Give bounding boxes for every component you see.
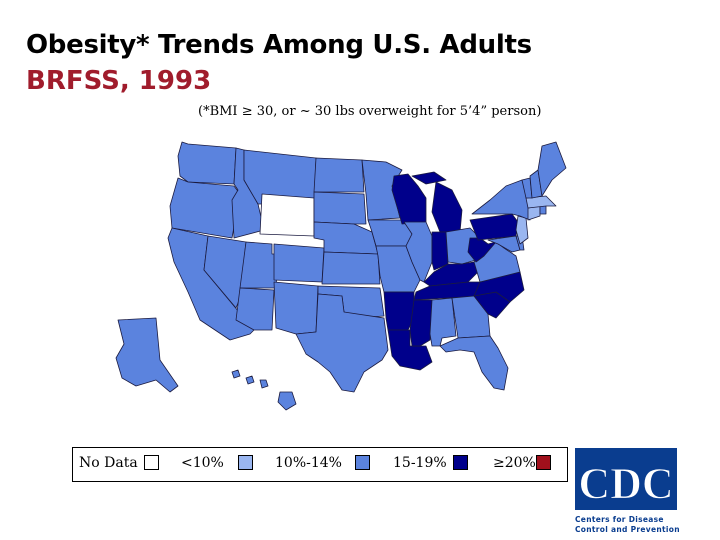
state-utah: [239, 241, 279, 289]
cdc-logo-tagline-1: Centers for Disease: [575, 515, 664, 524]
legend-swatch-20-plus: [536, 455, 551, 470]
cdc-logo: CDC Centers for Disease Control and Prev…: [575, 448, 705, 536]
bmi-footnote: (*BMI ≥ 30, or ~ 30 lbs overweight for 5…: [198, 104, 542, 119]
state-alabama: [429, 297, 457, 347]
state-new-york: [471, 179, 531, 221]
cdc-logo-graphic: CDC Centers for Disease Control and Prev…: [575, 448, 680, 534]
state-oregon: [169, 177, 241, 239]
legend-swatch-under-10: [238, 455, 253, 470]
legend-swatch-10-14: [355, 455, 370, 470]
state-north-dakota: [313, 157, 365, 193]
state-hawaii: [231, 369, 297, 411]
map-legend: No Data <10% 10%-14% 15-19% ≥20%: [72, 447, 568, 482]
state-washington: [177, 141, 237, 185]
state-colorado: [273, 243, 325, 283]
state-texas: [295, 293, 389, 393]
cdc-logo-text: CDC: [578, 459, 673, 508]
legend-label-15-19: 15-19%: [393, 455, 447, 471]
state-alaska: [115, 317, 179, 393]
legend-swatch-15-19: [453, 455, 468, 470]
cdc-logo-box: [575, 448, 677, 510]
state-georgia: [451, 295, 491, 339]
state-maryland: [487, 235, 521, 253]
legend-label-no-data: No Data: [79, 455, 138, 471]
state-maine: [537, 141, 567, 197]
legend-label-20-plus: ≥20%: [493, 455, 536, 471]
state-new-mexico: [273, 281, 319, 335]
state-south-dakota: [313, 191, 367, 225]
cdc-logo-tagline-2: Control and Prevention: [575, 525, 680, 534]
state-nebraska: [313, 221, 379, 255]
state-pennsylvania: [469, 213, 519, 241]
state-wyoming: [259, 193, 315, 237]
page-subtitle-year: BRFSS, 1993: [26, 66, 212, 96]
state-kansas: [321, 251, 381, 285]
state-massachusetts: [525, 195, 557, 209]
state-indiana: [431, 231, 449, 271]
state-rhode-island: [539, 205, 547, 215]
legend-label-10-14: 10%-14%: [275, 455, 342, 471]
state-arizona: [235, 287, 275, 331]
state-illinois: [403, 221, 433, 283]
state-mississippi: [409, 299, 433, 347]
state-florida: [439, 335, 509, 391]
state-arkansas: [383, 291, 415, 331]
legend-swatch-no-data: [144, 455, 159, 470]
page-title: Obesity* Trends Among U.S. Adults: [26, 30, 532, 60]
legend-label-under-10: <10%: [181, 455, 224, 471]
state-louisiana: [387, 329, 433, 371]
